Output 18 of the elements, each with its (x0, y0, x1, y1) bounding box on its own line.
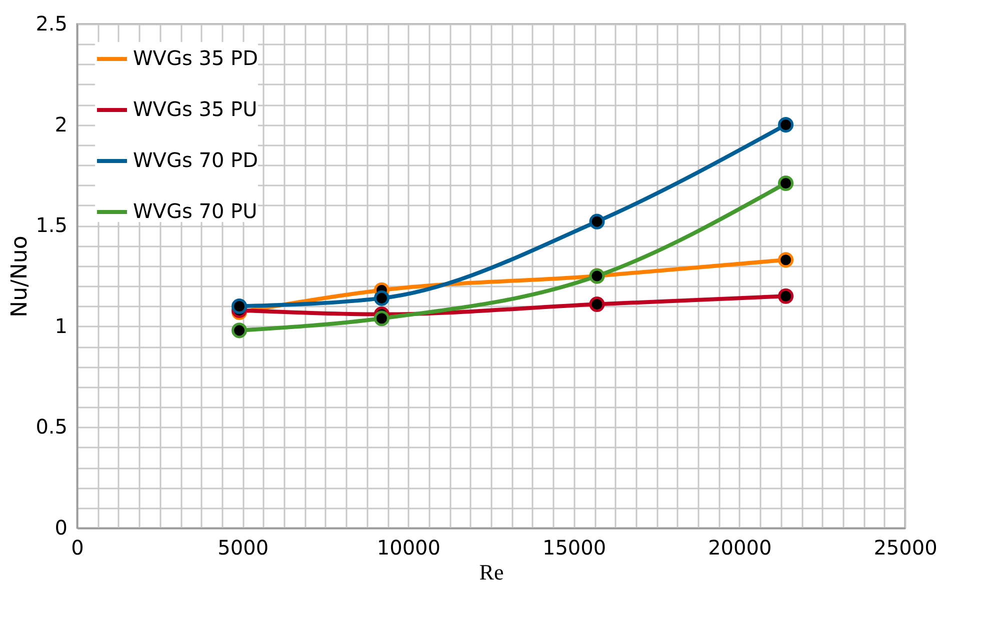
legend-label: WVGs 35 PU (133, 97, 258, 121)
y-tick-label: 0 (54, 516, 68, 540)
x-tick-label: 25000 (874, 536, 938, 560)
y-tick-label: 2 (54, 112, 68, 136)
y-tick-label: 2.5 (36, 12, 68, 36)
y-tick-label: 1.5 (36, 213, 68, 238)
x-tick-label: 15000 (542, 536, 606, 560)
x-axis-title: Re (479, 560, 504, 584)
legend-label: WVGs 70 PU (133, 199, 258, 223)
y-axis-title: Nu/Nuo (8, 236, 33, 318)
x-tick-label: 5000 (218, 536, 269, 560)
x-tick-label: 10000 (376, 536, 441, 560)
x-tick-label: 0 (71, 536, 84, 560)
legend-label: WVGs 70 PD (133, 148, 258, 172)
x-tick-label: 20000 (708, 536, 772, 560)
y-tick-label: 1 (54, 314, 68, 338)
y-tick-label: 0.5 (36, 414, 68, 439)
legend-label: WVGs 35 PD (133, 46, 258, 70)
